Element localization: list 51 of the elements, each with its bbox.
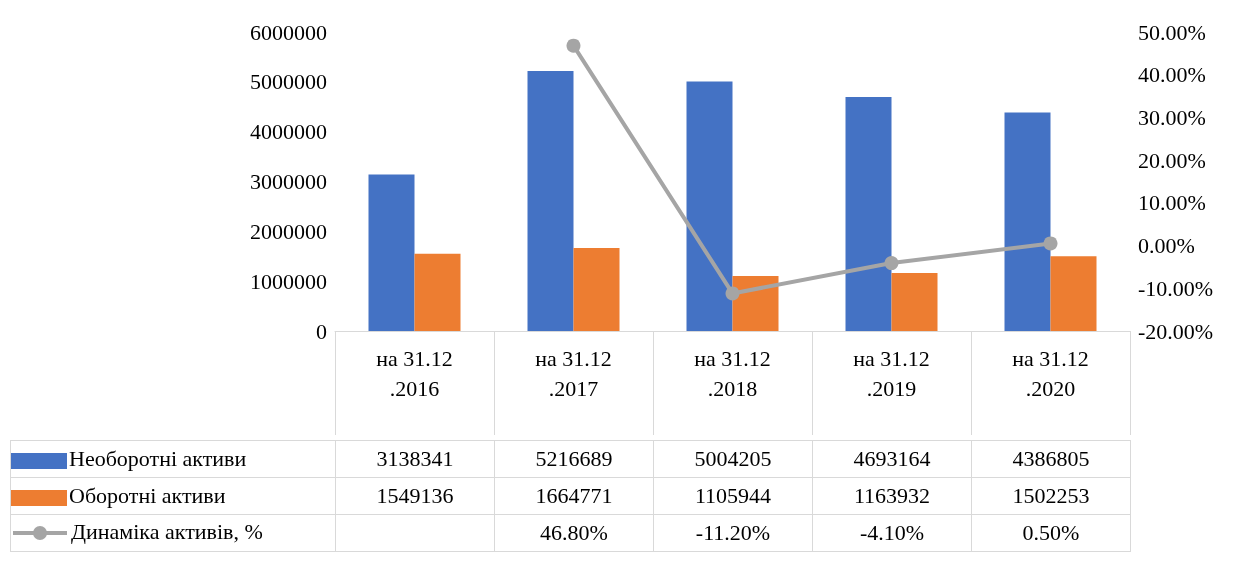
data-label: 0.50% [971,514,1131,552]
data-label: -4.10% [812,514,972,552]
data-label: 1549136 [335,477,495,515]
data-label: 5216689 [494,440,654,478]
data-label: 1163932 [812,477,972,515]
y2-tick-label: -10.00% [1138,275,1214,301]
y2-tick-label: 0.00% [1138,233,1195,259]
bar [845,97,892,331]
y2-tick-label: 10.00% [1138,190,1206,216]
data-label: 46.80% [494,514,654,552]
point [566,38,581,53]
y2-tick-label: 40.00% [1138,62,1206,88]
bar [573,248,620,331]
x-tick-label: на 31.12.2016 [376,345,453,401]
y2-tick-label: 50.00% [1138,19,1206,45]
x-tick-label: на 31.12.2019 [853,345,930,401]
x-tick-label: на 31.12.2020 [1012,345,1089,401]
y-tick-label: 2000000 [250,218,327,244]
data-label: 5004205 [653,440,813,478]
y-tick-label: 5000000 [250,69,327,95]
point [725,286,740,301]
legend-label: Необоротні активи [10,440,336,478]
y2-tick-label: 30.00% [1138,104,1206,130]
bar [414,253,461,331]
point [884,256,899,271]
bar [368,174,415,331]
bar [732,275,779,331]
point [1043,236,1058,251]
data-label: 1105944 [653,477,813,515]
y2-tick-label: 20.00% [1138,147,1206,173]
y-tick-label: 3000000 [250,169,327,194]
y-tick-label: 1000000 [250,268,327,294]
x-tick-label: на 31.12.2017 [535,345,612,401]
data-label: -11.20% [653,514,813,552]
data-label: 1664771 [494,477,654,515]
bar [891,273,938,331]
data-label: 3138341 [335,440,495,478]
x-tick-label: на 31.12.2018 [694,345,771,401]
y-tick-label: 0 [316,318,327,344]
data-label: 4386805 [971,440,1131,478]
data-label: 1502253 [971,477,1131,515]
bar [686,81,733,331]
legend-label: Динаміка активів, % [10,514,336,552]
bar [1050,256,1097,331]
legend-label: Оборотні активи [10,477,336,515]
data-label: 4693164 [812,440,972,478]
y2-tick-label: -20.00% [1138,318,1214,344]
y-tick-label: 4000000 [250,119,327,145]
y-tick-label: 6000000 [250,19,327,45]
bar [1004,112,1051,331]
bar [527,71,574,331]
